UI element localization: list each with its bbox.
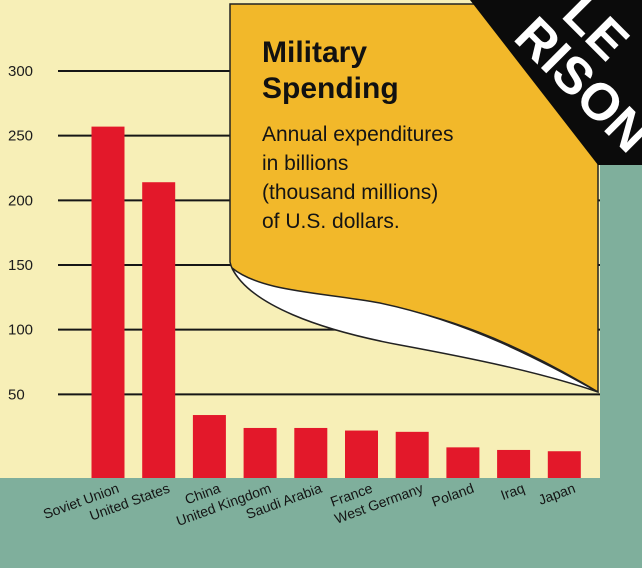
bar-series [91,126,581,478]
bar-poland [446,447,480,478]
y-tick-label-200: 200 [8,192,33,209]
callout-title-line1: Military [262,36,367,69]
y-tick-label-100: 100 [8,322,33,339]
bar-saudi-arabia [294,427,328,478]
bar-soviet-union [91,126,125,478]
y-tick-label-300: 300 [8,63,33,80]
bar-united-states [142,182,176,478]
y-tick-label-250: 250 [8,128,33,145]
bar-china [192,415,226,478]
callout-curl [231,267,599,393]
bar-iraq [497,449,531,478]
callout-text-line2: in billions [262,152,348,175]
banner-background [470,0,642,165]
bar-japan [547,451,581,478]
y-tick-label-150: 150 [8,257,33,274]
bar-united-kingdom [243,427,277,478]
y-tick-label-50: 50 [8,386,25,403]
bar-france [345,430,378,478]
callout-text-line3: (thousand millions) [262,181,438,204]
callout-title-line2: Spending [262,72,399,105]
callout-text-line1: Annual expenditures [262,123,453,146]
callout-text-line4: of U.S. dollars. [262,210,400,233]
callout-note: Military Spending Annual expenditures in… [229,3,599,394]
x-label-iraq: Iraq [498,480,526,503]
bar-west-germany [395,431,429,478]
